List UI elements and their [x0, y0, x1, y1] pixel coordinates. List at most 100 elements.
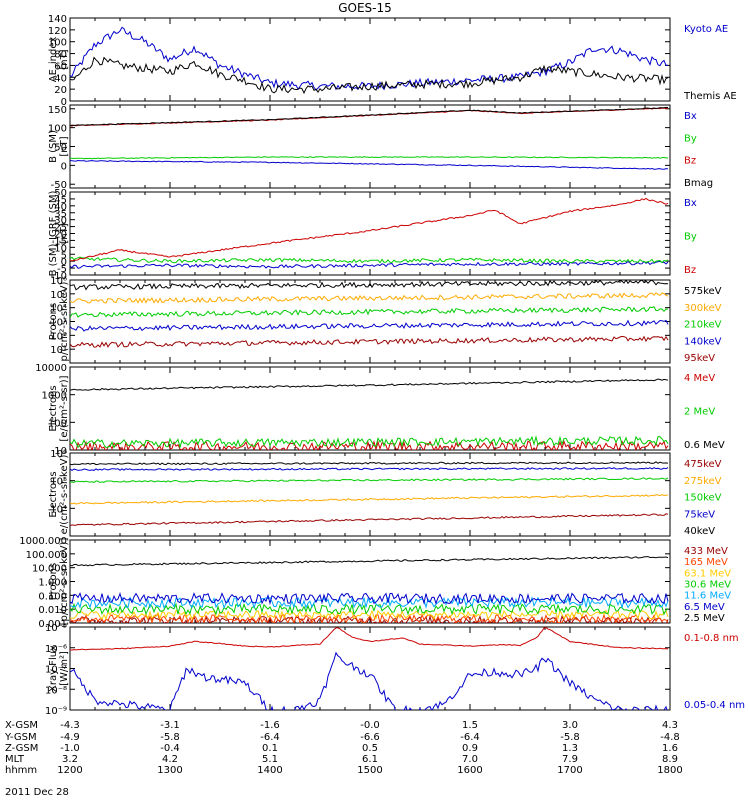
- y-axis-label: e/(cm²-s-sr-keV): [59, 455, 70, 535]
- date-label: 2011 Dec 28: [5, 787, 69, 798]
- y-tick-label: 10¹: [50, 345, 67, 356]
- legend-label: 475keV: [684, 459, 722, 470]
- panel-frame: [69, 626, 671, 711]
- series-line-bx: [70, 159, 669, 170]
- legend-label: 6.5 MeV: [684, 602, 725, 613]
- series-line-275kev: [70, 494, 669, 505]
- series-line-0-6-mev: [70, 378, 669, 391]
- footer-cell: 8.9: [662, 754, 678, 765]
- y-tick-label: 30: [54, 216, 67, 227]
- footer-cell: 1500: [357, 765, 382, 776]
- y-tick-label: 100: [48, 38, 67, 49]
- y-tick-label: -10: [51, 271, 67, 282]
- legend-label: 0.05-0.4 nm: [684, 700, 745, 711]
- series-line-165-mev: [70, 613, 669, 623]
- footer-row-label: Y-GSM: [4, 732, 37, 743]
- footer-cell: -5.8: [560, 732, 580, 743]
- y-tick-label: 10⁶: [50, 449, 67, 460]
- legend-label: 4 MeV: [684, 373, 715, 384]
- y-tick-label: 10⁴: [50, 504, 67, 515]
- footer-cell: 4.2: [162, 754, 178, 765]
- footer-cell: -4.8: [660, 732, 680, 743]
- footer-cell: 5.1: [262, 754, 278, 765]
- y-tick-label: 35: [54, 209, 67, 220]
- footer-row-label: MLT: [5, 754, 25, 765]
- series-line-by: [70, 256, 669, 264]
- panel-frame: [69, 191, 671, 276]
- legend-label: 165 MeV: [684, 557, 728, 568]
- y-tick-label: 25: [54, 223, 67, 234]
- y-tick-label: 10⁻⁶: [45, 644, 67, 655]
- legend-label: 575keV: [684, 286, 722, 297]
- footer-cell: 1200: [57, 765, 82, 776]
- footer-cell: -0.0: [360, 720, 380, 731]
- plot-title: GOES-15: [338, 1, 392, 15]
- footer-cell: 0.9: [462, 743, 478, 754]
- footer-cell: 4.3: [662, 720, 678, 731]
- footer-cell: -6.4: [460, 732, 480, 743]
- y-axis-label: Electrons: [48, 385, 59, 431]
- y-tick-label: 10.000: [32, 564, 67, 575]
- series-line-475kev: [70, 513, 669, 527]
- legend-label: Bx: [684, 111, 697, 122]
- series-line-2-5-mev: [70, 556, 669, 567]
- y-tick-label: 0: [61, 97, 67, 108]
- y-tick-label: 40: [54, 73, 67, 84]
- legend-label: Bz: [684, 265, 696, 276]
- y-tick-label: 10: [54, 446, 67, 457]
- panel-protons_mev: 0.001 0.010 0.100 1.000 10.000 100.000 1000.00…: [19, 536, 731, 630]
- legend-label: 2.5 MeV: [684, 613, 725, 624]
- legend-label: Bx: [684, 198, 697, 209]
- y-axis-label: [nT]: [59, 223, 70, 243]
- y-axis-label: Protons: [48, 563, 59, 600]
- footer-cell: 1700: [557, 765, 582, 776]
- series-line-6-5-mev: [70, 592, 669, 606]
- y-tick-label: 5: [61, 250, 67, 261]
- legend-label: 11.6 MeV: [684, 591, 731, 602]
- y-axis-label: [W/m²]: [59, 651, 70, 686]
- y-tick-label: 0: [61, 257, 67, 268]
- y-tick-label: 10⁻⁸: [45, 685, 67, 696]
- footer-cell: -6.6: [360, 732, 380, 743]
- y-tick-label: 10⁻⁷: [45, 665, 67, 676]
- footer-cell: -4.3: [60, 720, 80, 731]
- y-tick-label: -50: [51, 180, 67, 191]
- series-line-300kev: [70, 292, 669, 304]
- legend-label: 63.1 MeV: [684, 568, 731, 579]
- series-line-bx: [70, 260, 669, 269]
- series-line-themis-ae: [70, 56, 669, 95]
- y-axis-label: Electrons: [48, 471, 59, 517]
- y-axis-label: p/(cm²-s-sr-keV): [59, 281, 70, 361]
- y-axis-label: [nT]: [59, 136, 70, 156]
- legend-label: 2 MeV: [684, 407, 715, 418]
- y-tick-label: 10⁻⁹: [45, 706, 67, 717]
- legend-label: 0.6 MeV: [684, 440, 725, 451]
- footer-cell: 6.1: [362, 754, 378, 765]
- y-tick-label: 0.001: [38, 619, 67, 630]
- legend-label: 95keV: [684, 353, 715, 364]
- series-line-0-1-0-8-nm: [70, 627, 669, 651]
- series-line-2-mev: [70, 435, 669, 450]
- y-tick-label: 0.010: [38, 605, 67, 616]
- y-tick-label: 100: [48, 418, 67, 429]
- footer-cell: -3.1: [160, 720, 180, 731]
- footer-cell: 1.6: [662, 743, 678, 754]
- y-axis-label: Xray Flux: [48, 645, 59, 692]
- footer-cell: 7.9: [562, 754, 578, 765]
- series-line-11-6-mev: [70, 595, 669, 610]
- series-line-kyoto-ae: [70, 26, 669, 91]
- y-axis-label: [p/(cm²-s-sr-keV)]: [59, 538, 70, 626]
- footer-cell: -1.0: [60, 743, 80, 754]
- legend-label: 210keV: [684, 320, 722, 331]
- footer-cell: 1300: [157, 765, 182, 776]
- y-tick-label: 80: [54, 50, 67, 61]
- series-line-bz: [70, 197, 669, 262]
- footer-cell: 7.0: [462, 754, 478, 765]
- footer-cell: -4.9: [60, 732, 80, 743]
- legend-label: Bmag: [684, 178, 713, 189]
- legend-label: 150keV: [684, 493, 722, 504]
- footer-cell: 1400: [257, 765, 282, 776]
